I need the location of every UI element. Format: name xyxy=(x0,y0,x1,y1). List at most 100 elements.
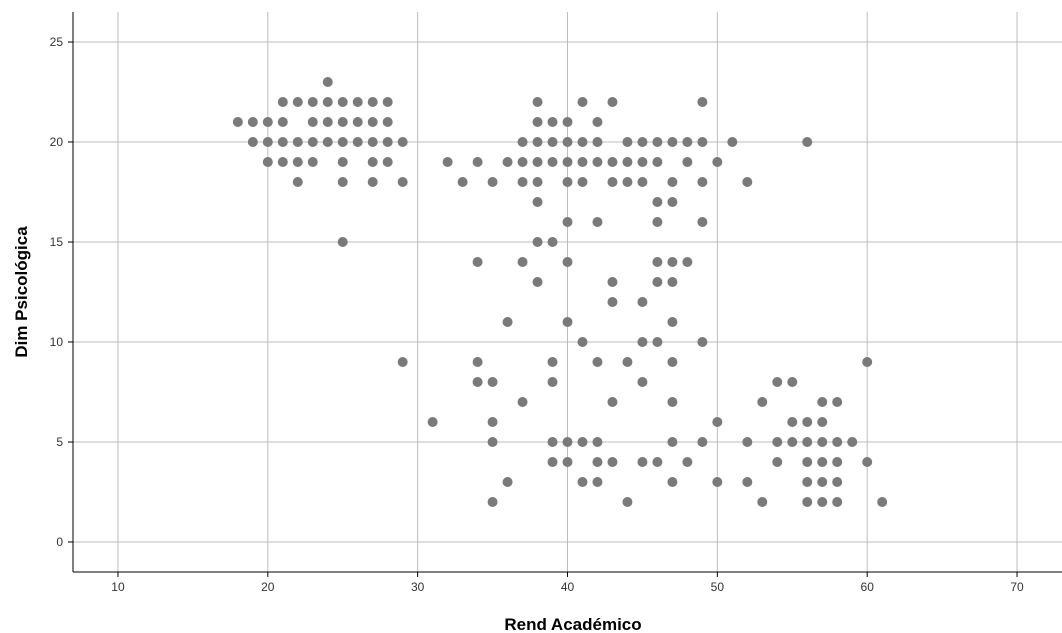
data-point xyxy=(472,357,483,367)
data-point xyxy=(697,137,708,147)
data-point xyxy=(682,137,693,147)
data-point xyxy=(832,457,843,467)
data-point xyxy=(352,137,363,147)
data-point xyxy=(532,237,543,247)
data-point xyxy=(292,177,303,187)
data-point xyxy=(337,137,348,147)
data-point xyxy=(607,177,618,187)
data-point xyxy=(322,97,333,107)
data-point xyxy=(592,437,603,447)
data-point xyxy=(802,137,813,147)
data-point xyxy=(277,97,288,107)
data-point xyxy=(352,117,363,127)
data-point xyxy=(667,317,678,327)
data-point xyxy=(817,477,828,487)
data-point xyxy=(787,377,798,387)
data-point xyxy=(397,177,408,187)
data-point xyxy=(757,397,768,407)
y-tick-label: 10 xyxy=(50,335,64,349)
data-point xyxy=(457,177,468,187)
data-point xyxy=(757,497,768,507)
data-point xyxy=(472,377,483,387)
data-point xyxy=(592,137,603,147)
data-point xyxy=(472,257,483,267)
data-point xyxy=(442,157,453,167)
data-point xyxy=(667,257,678,267)
data-point xyxy=(487,377,498,387)
data-point xyxy=(322,117,333,127)
y-tick-label: 25 xyxy=(50,35,64,49)
data-point xyxy=(697,337,708,347)
data-points xyxy=(232,77,888,507)
vertical-gridlines xyxy=(117,12,1018,572)
data-point xyxy=(712,417,723,427)
data-point xyxy=(682,457,693,467)
data-point xyxy=(652,457,663,467)
data-point xyxy=(652,157,663,167)
data-point xyxy=(562,177,573,187)
data-point xyxy=(307,117,318,127)
data-point xyxy=(367,117,378,127)
data-point xyxy=(352,97,363,107)
data-point xyxy=(817,497,828,507)
data-point xyxy=(592,157,603,167)
data-point xyxy=(547,117,558,127)
data-point xyxy=(547,237,558,247)
data-point xyxy=(802,437,813,447)
data-point xyxy=(277,137,288,147)
data-point xyxy=(667,137,678,147)
data-point xyxy=(307,97,318,107)
data-point xyxy=(652,197,663,207)
data-point xyxy=(667,477,678,487)
data-point xyxy=(637,377,648,387)
x-tick-label: 40 xyxy=(561,580,575,594)
data-point xyxy=(772,377,783,387)
y-axis-title: Dim Psicológica xyxy=(12,226,31,358)
data-point xyxy=(562,317,573,327)
data-point xyxy=(397,357,408,367)
data-point xyxy=(337,117,348,127)
data-point xyxy=(877,497,888,507)
data-point xyxy=(652,277,663,287)
data-point xyxy=(637,177,648,187)
data-point xyxy=(697,217,708,227)
data-point xyxy=(337,177,348,187)
data-point xyxy=(862,357,873,367)
data-point xyxy=(817,397,828,407)
data-point xyxy=(817,437,828,447)
data-point xyxy=(367,97,378,107)
data-point xyxy=(367,157,378,167)
data-point xyxy=(802,457,813,467)
x-tick-label: 10 xyxy=(111,580,125,594)
data-point xyxy=(292,137,303,147)
x-tick-label: 60 xyxy=(861,580,875,594)
data-point xyxy=(787,437,798,447)
y-tick-label: 0 xyxy=(56,535,63,549)
data-point xyxy=(427,417,438,427)
data-point xyxy=(487,417,498,427)
y-tick-label: 15 xyxy=(50,235,64,249)
data-point xyxy=(742,437,753,447)
data-point xyxy=(487,497,498,507)
data-point xyxy=(337,157,348,167)
data-point xyxy=(712,477,723,487)
data-point xyxy=(667,177,678,187)
data-point xyxy=(772,437,783,447)
data-point xyxy=(397,137,408,147)
x-axis-ticks: 10 20 30 40 50 60 70 xyxy=(111,572,1024,594)
data-point xyxy=(667,197,678,207)
data-point xyxy=(382,137,393,147)
data-point xyxy=(772,457,783,467)
data-point xyxy=(832,477,843,487)
data-point xyxy=(562,437,573,447)
data-point xyxy=(547,157,558,167)
data-point xyxy=(592,477,603,487)
y-tick-label: 5 xyxy=(56,435,63,449)
data-point xyxy=(577,137,588,147)
data-point xyxy=(652,217,663,227)
data-point xyxy=(517,137,528,147)
data-point xyxy=(517,157,528,167)
data-point xyxy=(337,237,348,247)
data-point xyxy=(487,437,498,447)
